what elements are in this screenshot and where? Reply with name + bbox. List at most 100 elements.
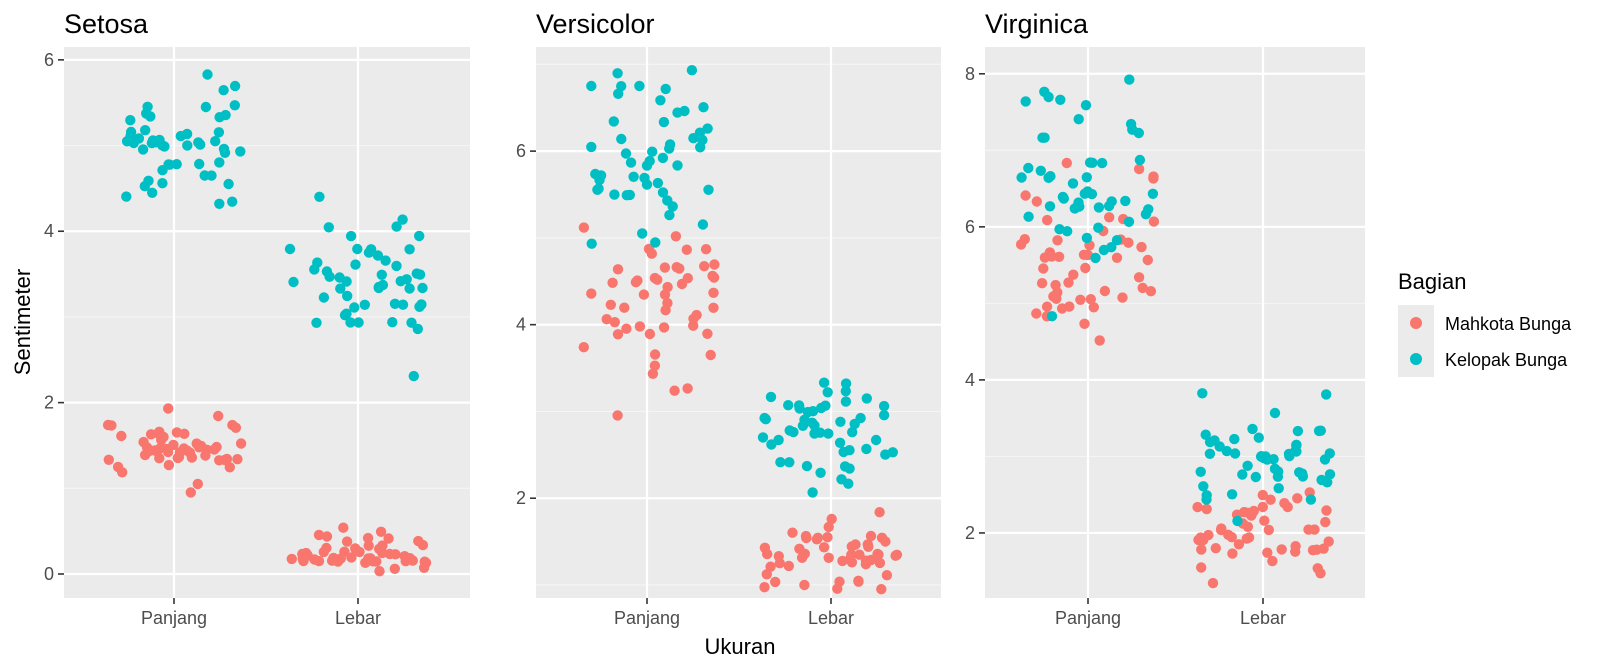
point-mahkota-lebar: [1262, 547, 1273, 558]
point-mahkota-panjang: [1088, 302, 1100, 313]
legend: Bagian Mahkota Bunga Kelopak Bunga: [1398, 269, 1572, 377]
point-kelopak-lebar: [284, 243, 296, 255]
point-mahkota-panjang: [1063, 277, 1074, 288]
point-mahkota-panjang: [1038, 263, 1049, 274]
point-mahkota-panjang: [702, 328, 713, 339]
point-mahkota-panjang: [1104, 212, 1115, 223]
x-axis: Panjang Lebar: [141, 598, 381, 628]
point-mahkota-lebar: [759, 582, 770, 593]
point-mahkota-lebar: [328, 552, 339, 564]
point-mahkota-panjang: [688, 320, 699, 331]
point-kelopak-panjang: [616, 81, 627, 92]
point-mahkota-lebar: [419, 556, 430, 567]
point-mahkota-lebar: [846, 541, 857, 552]
point-mahkota-lebar: [321, 542, 332, 554]
point-kelopak-panjang: [667, 201, 678, 212]
point-mahkota-lebar: [362, 532, 374, 544]
point-mahkota-panjang: [154, 453, 165, 464]
point-mahkota-panjang: [662, 297, 673, 309]
point-mahkota-panjang: [1117, 292, 1128, 303]
point-kelopak-panjang: [1016, 172, 1027, 183]
point-mahkota-panjang: [1031, 196, 1043, 207]
point-kelopak-panjang: [612, 68, 623, 79]
point-kelopak-panjang: [664, 143, 675, 154]
point-kelopak-lebar: [815, 467, 826, 478]
point-mahkota-lebar: [1192, 501, 1203, 513]
point-kelopak-panjang: [125, 126, 137, 138]
point-kelopak-panjang: [1123, 216, 1135, 227]
point-kelopak-panjang: [698, 102, 709, 113]
point-kelopak-lebar: [372, 250, 384, 261]
data-points: [102, 69, 432, 577]
point-mahkota-panjang: [612, 264, 624, 275]
point-mahkota-lebar: [350, 543, 361, 554]
point-mahkota-lebar: [866, 554, 877, 566]
y-axis-title: Sentimeter: [10, 269, 35, 375]
point-kelopak-lebar: [1260, 451, 1271, 462]
point-kelopak-lebar: [878, 410, 890, 421]
point-mahkota-lebar: [375, 526, 387, 537]
point-mahkota-panjang: [200, 450, 211, 461]
point-kelopak-panjang: [697, 219, 709, 230]
point-mahkota-lebar: [854, 549, 865, 560]
point-kelopak-panjang: [1046, 311, 1058, 322]
point-kelopak-lebar: [861, 443, 872, 455]
point-mahkota-panjang: [192, 478, 203, 490]
point-kelopak-panjang: [647, 146, 658, 157]
point-mahkota-panjang: [214, 455, 225, 466]
point-kelopak-panjang: [229, 100, 240, 111]
point-mahkota-panjang: [163, 459, 175, 471]
point-kelopak-panjang: [652, 177, 664, 189]
point-mahkota-panjang: [1019, 234, 1030, 245]
point-kelopak-lebar: [802, 406, 814, 418]
point-kelopak-panjang: [1087, 157, 1098, 168]
point-mahkota-lebar: [346, 552, 357, 563]
point-kelopak-panjang: [1086, 188, 1098, 200]
point-kelopak-panjang: [1043, 172, 1054, 183]
point-mahkota-lebar: [853, 575, 864, 586]
y-tick-label: 4: [44, 221, 54, 241]
point-mahkota-panjang: [638, 289, 650, 300]
point-kelopak-lebar: [1197, 388, 1208, 399]
point-mahkota-panjang: [1075, 294, 1086, 305]
point-kelopak-panjang: [223, 178, 234, 190]
point-kelopak-panjang: [1124, 74, 1135, 85]
point-mahkota-panjang: [647, 368, 659, 379]
point-kelopak-lebar: [314, 191, 325, 202]
point-kelopak-lebar: [887, 447, 898, 458]
point-mahkota-lebar: [363, 540, 374, 551]
point-kelopak-lebar: [353, 317, 364, 328]
point-mahkota-lebar: [832, 583, 843, 594]
point-mahkota-lebar: [799, 579, 810, 591]
point-mahkota-panjang: [578, 222, 590, 233]
point-kelopak-lebar: [345, 230, 357, 242]
point-kelopak-lebar: [855, 412, 866, 424]
point-kelopak-panjang: [145, 111, 156, 122]
point-kelopak-lebar: [818, 377, 830, 388]
point-kelopak-lebar: [847, 427, 858, 438]
point-kelopak-panjang: [1120, 195, 1131, 207]
point-mahkota-panjang: [1094, 335, 1105, 346]
point-mahkota-lebar: [413, 535, 424, 547]
point-kelopak-panjang: [1090, 252, 1101, 264]
point-mahkota-panjang: [659, 289, 671, 300]
point-kelopak-panjang: [625, 157, 637, 168]
point-mahkota-panjang: [658, 322, 670, 333]
point-mahkota-lebar: [1210, 543, 1222, 554]
point-kelopak-lebar: [1324, 448, 1336, 459]
point-mahkota-lebar: [862, 539, 873, 550]
point-mahkota-panjang: [1148, 173, 1159, 184]
point-kelopak-lebar: [373, 282, 384, 294]
point-kelopak-panjang: [1043, 91, 1054, 103]
point-kelopak-lebar: [335, 283, 346, 294]
point-kelopak-lebar: [794, 403, 805, 414]
point-mahkota-lebar: [1307, 545, 1319, 556]
point-mahkota-panjang: [708, 287, 719, 298]
point-kelopak-lebar: [397, 299, 409, 310]
point-kelopak-lebar: [1321, 389, 1332, 400]
point-kelopak-panjang: [594, 174, 605, 186]
point-kelopak-panjang: [218, 85, 229, 96]
point-mahkota-panjang: [649, 360, 661, 371]
point-mahkota-panjang: [607, 277, 618, 288]
point-kelopak-lebar: [820, 400, 831, 411]
